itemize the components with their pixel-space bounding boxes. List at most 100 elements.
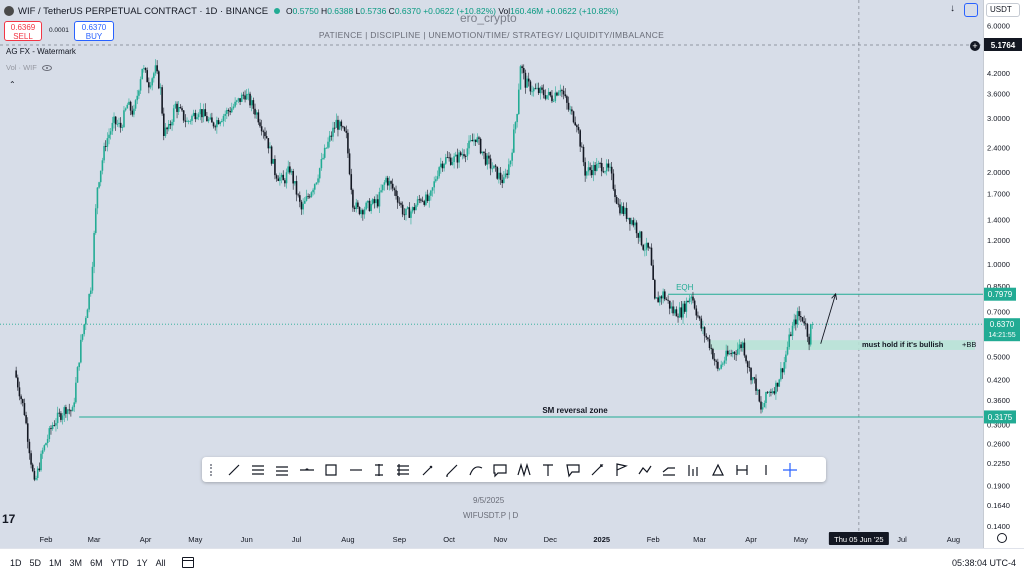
camera-icon[interactable] (964, 3, 978, 17)
timeframe-ytd[interactable]: YTD (110, 557, 129, 568)
pen-icon[interactable] (442, 460, 462, 480)
candle-body (675, 309, 678, 317)
drawing-toolbar[interactable] (202, 457, 826, 482)
timeframe-5d[interactable]: 5D (29, 557, 42, 568)
arrow-marker-icon[interactable] (587, 460, 607, 480)
candle-body (448, 157, 450, 159)
candle-body (406, 207, 409, 209)
candle-body (181, 108, 183, 111)
polyline-icon[interactable] (659, 460, 679, 480)
candle-body (559, 90, 562, 93)
callout-glyph (565, 463, 580, 477)
price-chart[interactable]: 6.0000 4.2000 3.6000 3.0000 2.4000 2.0000 1.70… (0, 0, 1024, 548)
candle-body (138, 90, 140, 96)
collapse-icon[interactable]: ⌃ (9, 80, 16, 89)
horizontal-line-icon[interactable] (297, 460, 317, 480)
currency-select[interactable]: USDT (986, 3, 1020, 17)
crosshair-icon[interactable] (780, 460, 800, 480)
y-tick-label: 0.4200 (987, 376, 1010, 385)
candle-body (41, 450, 44, 454)
rectangle-icon[interactable] (321, 460, 341, 480)
comment-icon[interactable] (490, 460, 510, 480)
candle-body (471, 139, 474, 142)
candle-body (508, 164, 510, 175)
candle-body (56, 412, 59, 424)
horizontal-line-glyph (299, 467, 314, 471)
indicator-legend[interactable]: AG FX - Watermark (6, 47, 76, 56)
calendar-icon[interactable] (181, 557, 194, 568)
candle-body (113, 116, 115, 123)
timeframe-1y[interactable]: 1Y (136, 557, 148, 568)
fib-retracement-icon[interactable] (393, 460, 413, 480)
timeframe-6m[interactable]: 6M (90, 557, 103, 568)
sell-button[interactable]: 0.6369 SELL (4, 21, 42, 41)
timeframe-all[interactable]: All (155, 557, 166, 568)
timeframe-3m[interactable]: 3M (69, 557, 83, 568)
price-axis[interactable] (983, 0, 1024, 548)
candle-body (690, 296, 693, 299)
timeframe-1d[interactable]: 1D (10, 557, 22, 568)
candle-body (741, 342, 744, 348)
clock[interactable]: 05:38:04 UTC-4 (951, 558, 1016, 568)
candle-body (184, 120, 187, 122)
candle-body (182, 110, 185, 121)
candle-body (104, 146, 107, 147)
flag-icon[interactable] (611, 460, 631, 480)
date-range-icon[interactable] (732, 460, 752, 480)
y-tick-label: 0.2600 (987, 440, 1010, 449)
trend-line-icon[interactable] (224, 460, 244, 480)
candle-body (201, 109, 203, 118)
projection-arrow-head (831, 292, 838, 300)
horizontal-ray-icon[interactable] (345, 460, 365, 480)
curve-stroke (469, 465, 483, 475)
text-icon[interactable] (538, 460, 558, 480)
candle-body (93, 232, 95, 267)
callout-icon[interactable] (563, 460, 583, 480)
candle-body (707, 337, 709, 340)
curve-glyph (469, 465, 483, 475)
zone-tag: +BB (962, 340, 976, 349)
symbol-legend[interactable]: WIF / TetherUS PERPETUAL CONTRACT · 1D ·… (4, 4, 618, 18)
toolbar-grip-icon[interactable] (210, 463, 214, 476)
candle-body (544, 95, 547, 99)
y-tick-label: 6.0000 (987, 21, 1010, 30)
x-tick-label: 2025 (593, 535, 610, 544)
pattern-icon[interactable] (514, 460, 534, 480)
candle-body (149, 85, 152, 88)
candle-body (738, 344, 741, 349)
symbol-watermark: WIFUSDT.P | D (463, 511, 519, 520)
volume-legend[interactable]: Vol · WIF (6, 63, 52, 72)
candle-body (159, 87, 162, 89)
long-position-icon[interactable] (684, 460, 704, 480)
path-stroke (638, 465, 652, 474)
candle-body (808, 336, 810, 345)
triangle-icon[interactable] (708, 460, 728, 480)
symbol-title[interactable]: WIF / TetherUS PERPETUAL CONTRACT · 1D ·… (18, 5, 269, 17)
candle-body (463, 154, 465, 157)
parallel-channel-icon[interactable] (272, 460, 292, 480)
chart-pane[interactable] (0, 0, 983, 548)
brush-icon[interactable] (418, 460, 438, 480)
timeframe-1m[interactable]: 1M (49, 557, 62, 568)
zoom-icon[interactable]: + (970, 41, 980, 51)
candle-body (753, 377, 756, 379)
candle-body (524, 72, 527, 88)
vertical-line-icon[interactable] (369, 460, 389, 480)
candle-body (264, 132, 266, 137)
candle-body (622, 206, 625, 215)
buy-button[interactable]: 0.6370 BUY (74, 21, 114, 41)
settings-icon[interactable] (997, 533, 1007, 543)
candle-body (285, 172, 288, 184)
candle-body (401, 204, 404, 215)
curve-icon[interactable] (466, 460, 486, 480)
eye-icon[interactable] (41, 64, 52, 71)
candle-body (692, 296, 694, 301)
candle-body (250, 100, 253, 106)
candle-body (154, 65, 157, 74)
cursor-line-icon[interactable] (756, 460, 776, 480)
candle-body (654, 279, 656, 299)
arrow-down-icon[interactable]: ↓ (950, 3, 955, 14)
ray-icon[interactable] (248, 460, 268, 480)
candle-body (295, 181, 298, 195)
path-icon[interactable] (635, 460, 655, 480)
